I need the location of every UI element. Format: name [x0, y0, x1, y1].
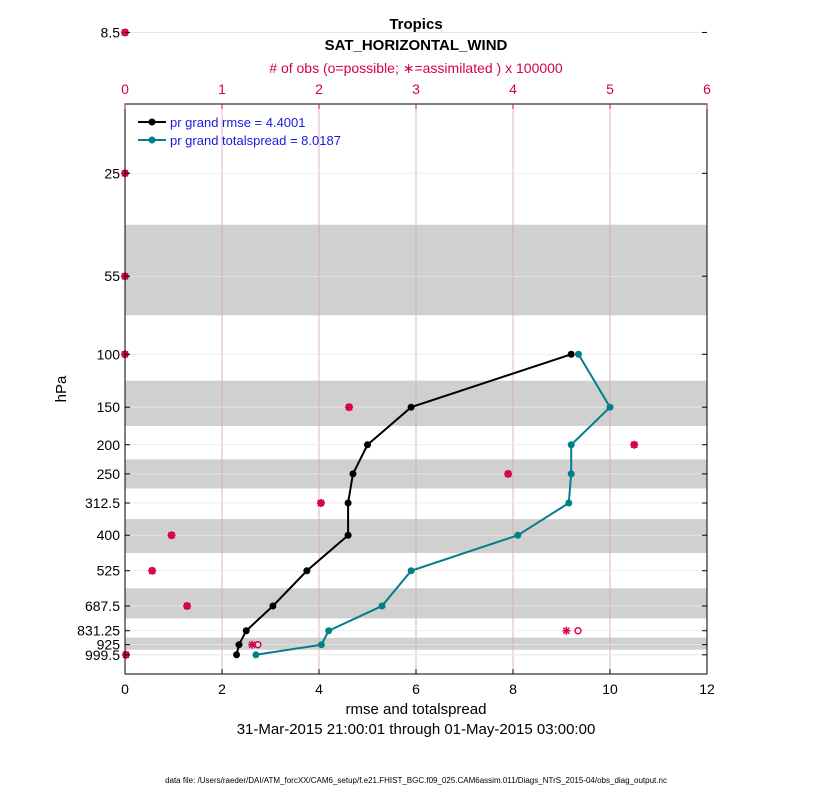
- y-tick-label: 8.5: [101, 24, 121, 40]
- y-tick-label: 525: [97, 563, 121, 579]
- top-axis-label: # of obs (o=possible; ∗=assimilated ) x …: [269, 60, 563, 76]
- obs-assimilated-marker: [148, 566, 157, 575]
- x-axis-label: rmse and totalspread: [346, 701, 487, 718]
- y-tick-label: 100: [97, 346, 121, 362]
- obs-assimilated-marker: [183, 601, 192, 610]
- rmse-point: [407, 403, 415, 411]
- legend: pr grand rmse = 4.4001 pr grand totalspr…: [138, 115, 341, 148]
- rmse-point: [349, 470, 357, 478]
- obs-assimilated-marker: [562, 626, 571, 635]
- chart-title: Tropics: [389, 16, 442, 33]
- rmse-point: [242, 627, 250, 635]
- spread-point: [565, 499, 573, 507]
- rmse-point: [303, 567, 311, 575]
- y-tick-label: 312.5: [85, 495, 120, 511]
- x-tick-label: 12: [699, 681, 715, 697]
- x-tick-label: 10: [602, 681, 618, 697]
- x-tick-label: 6: [412, 681, 420, 697]
- spread-point: [514, 531, 522, 539]
- spread-point: [378, 602, 386, 610]
- y-tick-label: 999.5: [85, 647, 120, 663]
- top-tick-label: 0: [121, 81, 129, 97]
- rmse-point: [233, 651, 241, 659]
- y-tick-label: 150: [97, 399, 121, 415]
- grid-lines: [125, 32, 707, 674]
- spread-point: [567, 441, 575, 449]
- y-tick-label: 925: [97, 637, 121, 653]
- y-tick-label: 687.5: [85, 598, 120, 614]
- spread-point: [317, 641, 325, 649]
- y-tick-label: 200: [97, 437, 121, 453]
- top-tick-label: 1: [218, 81, 226, 97]
- obs-assimilated-marker: [345, 403, 354, 412]
- rmse-point: [235, 641, 243, 649]
- top-axis-ticks: 0 1 2 3 4 5 6: [121, 81, 711, 109]
- x-tick-label: 8: [509, 681, 517, 697]
- x-tick-label: 4: [315, 681, 323, 697]
- top-tick-label: 3: [412, 81, 420, 97]
- top-tick-label: 4: [509, 81, 517, 97]
- obs-possible-marker: [574, 627, 582, 635]
- y-tick-label: 25: [104, 165, 120, 181]
- obs-assimilated-marker: [504, 469, 513, 478]
- obs-assimilated-marker: [630, 440, 639, 449]
- legend-rmse-label: pr grand rmse = 4.4001: [170, 115, 306, 130]
- top-tick-label: 6: [703, 81, 711, 97]
- spread-point: [567, 470, 575, 478]
- x-tick-label: 2: [218, 681, 226, 697]
- top-tick-label: 2: [315, 81, 323, 97]
- spread-point: [325, 627, 333, 635]
- data-series: [233, 350, 614, 659]
- rmse-point: [269, 602, 277, 610]
- spread-point: [407, 567, 415, 575]
- obs-assimilated-marker: [248, 640, 257, 649]
- y-tick-label: 250: [97, 466, 121, 482]
- rmse-point: [364, 441, 371, 449]
- obs-assimilated-marker: [316, 499, 325, 508]
- y-tick-label: 400: [97, 527, 121, 543]
- obs-assimilated-marker: [167, 531, 176, 540]
- rmse-point: [344, 531, 352, 539]
- x-tick-label: 0: [121, 681, 129, 697]
- y-tick-label: 55: [104, 268, 120, 284]
- chart-subtitle: SAT_HORIZONTAL_WIND: [325, 37, 508, 54]
- x-axis-ticks: 0 2 4 6 8 10 12: [121, 669, 715, 697]
- date-range: 31-Mar-2015 21:00:01 through 01-May-2015…: [237, 721, 596, 738]
- y-axis-label: hPa: [53, 375, 70, 402]
- legend-spread-label: pr grand totalspread = 8.0187: [170, 133, 341, 148]
- rmse-point: [567, 350, 575, 358]
- spread-point: [574, 350, 582, 358]
- spread-point: [606, 403, 614, 411]
- top-tick-label: 5: [606, 81, 614, 97]
- y-axis-ticks: 8.52555100150200250312.5400525687.5831.2…: [77, 24, 707, 663]
- y-tick-label: 831.25: [77, 623, 120, 639]
- rmse-point: [344, 499, 352, 507]
- footer-data-file: data file: /Users/raeder/DAI/ATM_forcXX/…: [165, 776, 667, 785]
- spread-point: [252, 651, 260, 659]
